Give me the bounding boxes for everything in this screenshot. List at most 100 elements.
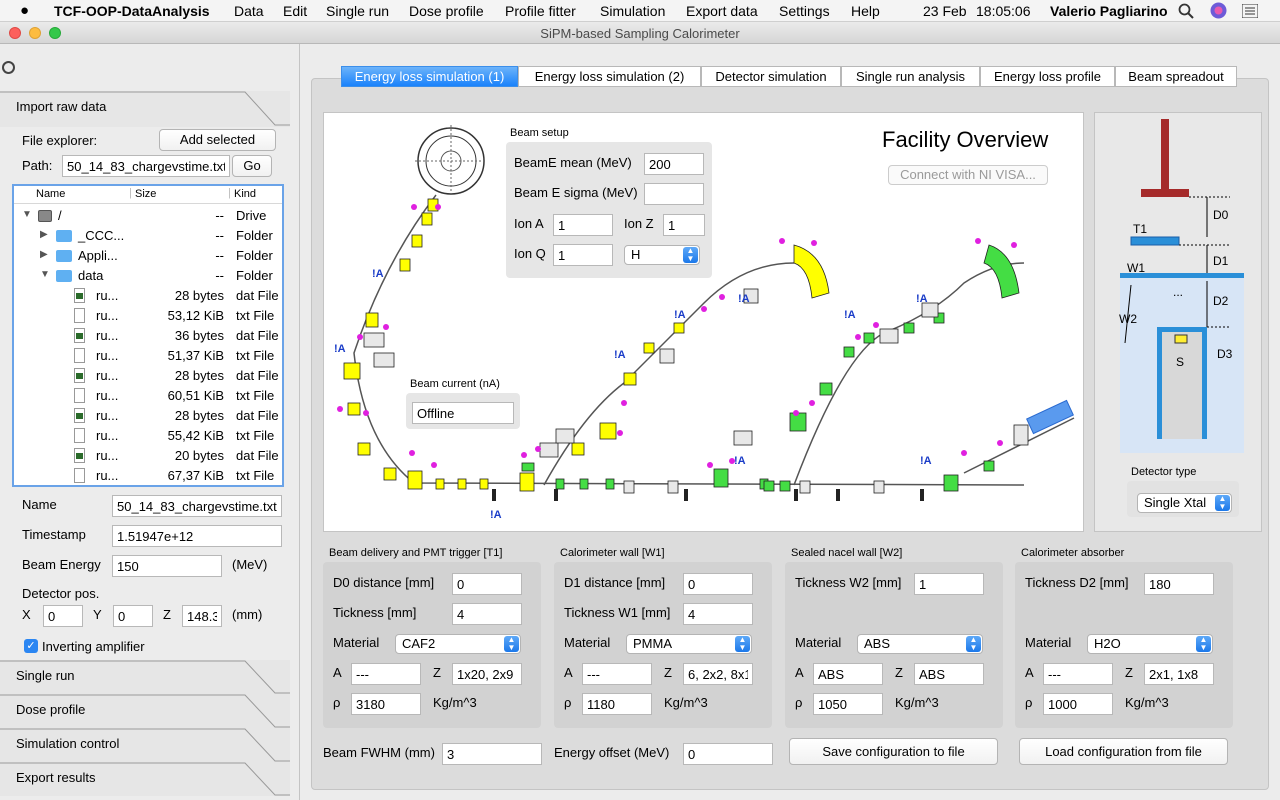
tab-energy-loss-1[interactable]: Energy loss simulation (1) — [341, 66, 518, 87]
rho-field[interactable] — [582, 693, 652, 715]
close-button[interactable] — [9, 27, 21, 39]
list-icon[interactable] — [1242, 4, 1258, 18]
tree-row[interactable]: ru... 20 bytes dat File — [14, 446, 282, 466]
section-label: Simulation control — [16, 736, 120, 751]
tree-row[interactable]: ru... 67,37 KiB txt File — [14, 466, 282, 486]
z-field[interactable] — [182, 605, 222, 627]
menu-single-run[interactable]: Single run — [326, 3, 390, 19]
file-tree[interactable]: Name | Size | Kind ▼ / -- Drive ▶ _CCC... -- Fo… — [12, 184, 284, 487]
a-field[interactable] — [351, 663, 421, 685]
tree-row[interactable]: ru... 60,51 KiB txt File — [14, 386, 282, 406]
name-field[interactable] — [112, 495, 282, 517]
minimize-button[interactable] — [29, 27, 41, 39]
disclosure-open-icon[interactable]: ▼ — [22, 209, 32, 220]
marker-label: !A — [920, 455, 932, 467]
tab-detector-simulation[interactable]: Detector simulation — [701, 66, 841, 87]
z-field[interactable] — [1144, 663, 1214, 685]
detector-type-select[interactable]: Single Xtal ▲ ▼ — [1137, 493, 1232, 513]
material-select[interactable]: CAF2 ▲ ▼ — [395, 634, 521, 654]
z-field[interactable] — [683, 663, 753, 685]
col-name[interactable]: Name — [36, 188, 66, 200]
beamE-sigma-field[interactable] — [644, 183, 704, 205]
field2-input[interactable] — [683, 603, 753, 625]
apple-icon[interactable]: ● — [20, 2, 30, 19]
tree-row[interactable]: ru... 36 bytes dat File — [14, 326, 282, 346]
section-simulation-control[interactable]: Simulation control — [0, 728, 290, 762]
ion-z-field[interactable] — [663, 214, 705, 236]
x-field[interactable] — [43, 605, 83, 627]
tree-row[interactable]: ru... 28 bytes dat File — [14, 286, 282, 306]
ion-a-field[interactable] — [553, 214, 613, 236]
tab-beam-spreadout[interactable]: Beam spreadout — [1115, 66, 1237, 87]
tree-row[interactable]: ru... 28 bytes dat File — [14, 366, 282, 386]
z-field[interactable] — [914, 663, 984, 685]
field2-input[interactable] — [452, 603, 522, 625]
field1-input[interactable] — [683, 573, 753, 595]
rho-field[interactable] — [351, 693, 421, 715]
save-configuration-button[interactable]: Save configuration to file — [789, 738, 998, 765]
y-field[interactable] — [113, 605, 153, 627]
beamE-mean-field[interactable] — [644, 153, 704, 175]
menu-data[interactable]: Data — [234, 3, 264, 19]
tab-single-run-analysis[interactable]: Single run analysis — [841, 66, 980, 87]
inverting-checkbox[interactable]: ✓ — [24, 639, 38, 653]
beam-fwhm-field[interactable] — [442, 743, 542, 765]
restore-icon[interactable] — [2, 61, 15, 74]
col-kind[interactable]: Kind — [234, 188, 257, 200]
rho-field[interactable] — [1043, 693, 1113, 715]
beam-energy-field[interactable] — [112, 555, 222, 577]
menu-export-data[interactable]: Export data — [686, 3, 758, 19]
material-select[interactable]: PMMA ▲ ▼ — [626, 634, 752, 654]
material-select[interactable]: H2O ▲ ▼ — [1087, 634, 1213, 654]
go-button[interactable]: Go — [232, 155, 272, 177]
tree-row[interactable]: ru... 28 bytes dat File — [14, 406, 282, 426]
tree-row[interactable]: ▼ / -- Drive — [14, 206, 282, 226]
menubar-user[interactable]: Valerio Pagliarino — [1050, 3, 1168, 19]
disclosure-closed-icon[interactable]: ▶ — [40, 249, 48, 260]
section-import-raw-data[interactable]: Import raw data — [0, 91, 290, 127]
a-field[interactable] — [1043, 663, 1113, 685]
beam-current-field[interactable] — [412, 402, 514, 424]
section-dose-profile[interactable]: Dose profile — [0, 694, 290, 728]
tree-row[interactable]: ▶ _CCC... -- Folder — [14, 226, 282, 246]
menu-dose-profile[interactable]: Dose profile — [409, 3, 484, 19]
path-input[interactable] — [62, 155, 230, 177]
menu-settings[interactable]: Settings — [779, 3, 830, 19]
tree-row[interactable]: ru... 51,37 KiB txt File — [14, 346, 282, 366]
search-icon[interactable] — [1178, 3, 1194, 19]
field1-input[interactable] — [1144, 573, 1214, 595]
tree-row[interactable]: ru... 55,42 KiB txt File — [14, 426, 282, 446]
disclosure-closed-icon[interactable]: ▶ — [40, 229, 48, 240]
tree-row[interactable]: ▶ Appli... -- Folder — [14, 246, 282, 266]
tab-energy-loss-profile[interactable]: Energy loss profile — [980, 66, 1115, 87]
load-configuration-button[interactable]: Load configuration from file — [1019, 738, 1228, 765]
a-field[interactable] — [582, 663, 652, 685]
menu-profile-fitter[interactable]: Profile fitter — [505, 3, 576, 19]
energy-offset-field[interactable] — [683, 743, 773, 765]
zoom-button[interactable] — [49, 27, 61, 39]
z-field[interactable] — [452, 663, 522, 685]
ion-q-field[interactable] — [553, 244, 613, 266]
menu-simulation[interactable]: Simulation — [600, 3, 666, 19]
menu-bar: ● TCF-OOP-DataAnalysis Data Edit Single … — [0, 0, 1280, 22]
material-select[interactable]: ABS ▲ ▼ — [857, 634, 983, 654]
timestamp-field[interactable] — [112, 525, 282, 547]
rho-field[interactable] — [813, 693, 883, 715]
a-field[interactable] — [813, 663, 883, 685]
field1-input[interactable] — [914, 573, 984, 595]
menu-help[interactable]: Help — [851, 3, 880, 19]
col-size[interactable]: Size — [135, 188, 157, 200]
app-menu[interactable]: TCF-OOP-DataAnalysis — [54, 3, 210, 19]
tree-row[interactable]: ru... 53,12 KiB txt File — [14, 306, 282, 326]
connect-ni-visa-button[interactable]: Connect with NI VISA... — [888, 165, 1048, 185]
section-single-run[interactable]: Single run — [0, 660, 290, 694]
section-export-results[interactable]: Export results — [0, 762, 290, 796]
menu-edit[interactable]: Edit — [283, 3, 308, 19]
tab-energy-loss-2[interactable]: Energy loss simulation (2) — [518, 66, 701, 87]
field1-input[interactable] — [452, 573, 522, 595]
siri-icon[interactable] — [1210, 2, 1227, 19]
ion-select[interactable]: H ▲ ▼ — [624, 245, 700, 265]
disclosure-open-icon[interactable]: ▼ — [40, 269, 50, 280]
add-selected-button[interactable]: Add selected — [159, 129, 276, 151]
tree-row[interactable]: ▼ data -- Folder — [14, 266, 282, 286]
